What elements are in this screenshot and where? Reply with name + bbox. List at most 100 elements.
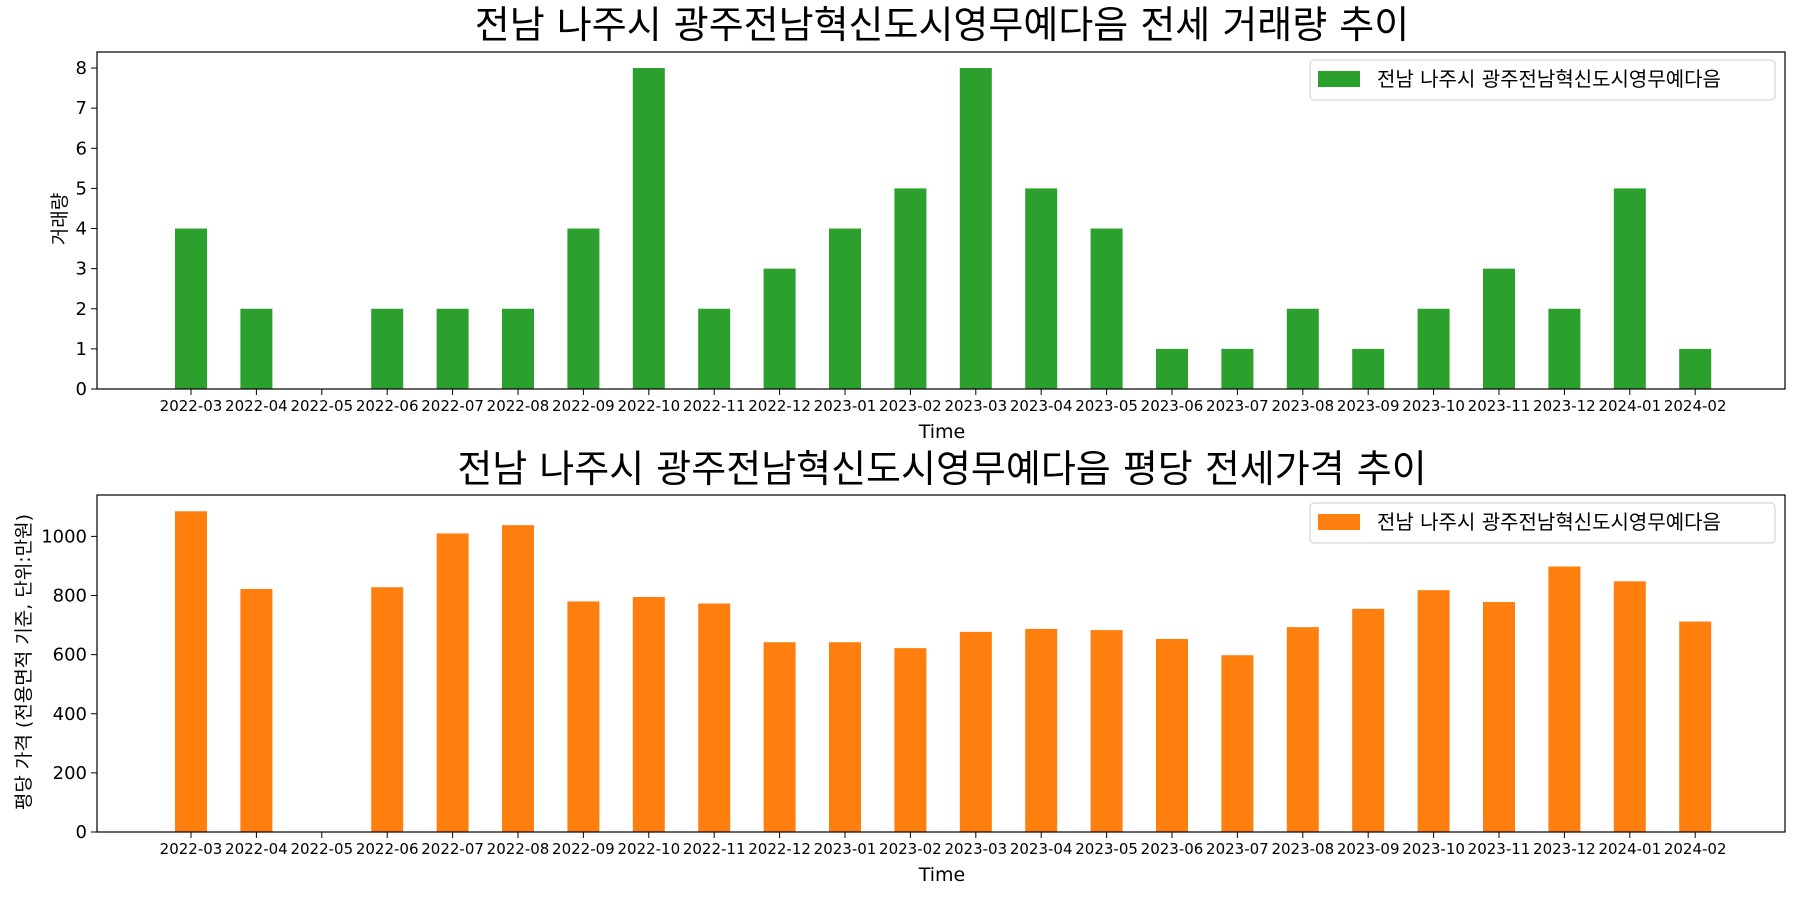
- volume-xtick-label: 2022-05: [290, 397, 353, 415]
- volume-bar: [1679, 348, 1712, 389]
- volume-xtick-label: 2023-11: [1468, 397, 1531, 415]
- price-ytick-label: 200: [53, 763, 87, 784]
- volume-ytick-label: 8: [76, 58, 87, 79]
- price-bar: [371, 587, 404, 832]
- volume-chart-legend: 전남 나주시 광주전남혁신도시영무예다음: [1309, 59, 1776, 101]
- price-ytick-label: 600: [53, 645, 87, 666]
- volume-ytick-label: 2: [76, 299, 87, 320]
- price-xtick-label: 2023-05: [1075, 840, 1138, 858]
- volume-bar: [567, 228, 600, 389]
- volume-bar: [175, 228, 207, 389]
- price-ytick-label: 800: [53, 586, 87, 607]
- price-xtick-label: 2023-07: [1206, 840, 1269, 858]
- price-bar: [567, 601, 600, 832]
- volume-ytick-label: 3: [76, 259, 87, 280]
- price-bar: [632, 596, 665, 832]
- price-bar: [1286, 627, 1319, 832]
- volume-axes-frame: [96, 51, 1786, 390]
- price-axes-frame: [96, 494, 1786, 833]
- volume-ytick-label: 4: [76, 219, 87, 240]
- volume-xtick-label: 2022-10: [617, 397, 680, 415]
- price-bar: [1221, 655, 1254, 832]
- volume-bar: [1483, 268, 1515, 389]
- price-bar: [436, 533, 469, 832]
- volume-xtick-label: 2022-04: [225, 397, 288, 415]
- price-bar: [1090, 630, 1123, 832]
- price-ytick-label: 400: [53, 704, 87, 725]
- volume-bar: [240, 308, 273, 389]
- price-xtick-label: 2022-05: [290, 840, 353, 858]
- price-xtick-label: 2023-03: [944, 840, 1007, 858]
- price-bar: [763, 642, 796, 832]
- price-bar: [894, 648, 927, 832]
- volume-bar: [698, 308, 731, 389]
- volume-xtick-label: 2023-03: [944, 397, 1007, 415]
- price-xtick-label: 2023-08: [1271, 840, 1334, 858]
- volume-chart-ylabel: 거래량: [49, 193, 71, 245]
- price-xtick-label: 2023-02: [879, 840, 942, 858]
- volume-xtick-label: 2023-02: [879, 397, 942, 415]
- price-xtick-label: 2023-06: [1141, 840, 1204, 858]
- volume-xtick-label: 2022-07: [421, 397, 484, 415]
- price-chart-title: 전남 나주시 광주전남혁신도시영무예다음 평당 전세가격 추이: [457, 447, 1426, 491]
- volume-xtick-label: 2022-08: [487, 397, 550, 415]
- volume-bar: [1352, 348, 1385, 389]
- price-bar: [1417, 590, 1450, 832]
- volume-bar: [1025, 188, 1058, 389]
- price-bar: [175, 511, 207, 832]
- volume-xtick-label: 2023-07: [1206, 397, 1269, 415]
- volume-bar: [371, 308, 404, 389]
- volume-chart-title: 전남 나주시 광주전남혁신도시영무예다음 전세 거래량 추이: [475, 3, 1409, 47]
- volume-ytick-label: 1: [76, 339, 87, 360]
- volume-xtick-label: 2023-09: [1337, 397, 1400, 415]
- price-xtick-label: 2023-11: [1468, 840, 1531, 858]
- price-legend-swatch: [1318, 514, 1360, 530]
- volume-bar: [502, 308, 534, 389]
- price-xtick-label: 2023-01: [814, 840, 877, 858]
- price-bar: [1548, 566, 1581, 832]
- volume-bar: [632, 68, 665, 390]
- price-xtick-label: 2022-04: [225, 840, 288, 858]
- volume-legend-frame: [1309, 59, 1776, 101]
- price-xtick-label: 2024-02: [1664, 840, 1727, 858]
- volume-xtick-label: 2022-03: [160, 397, 223, 415]
- volume-ytick-label: 5: [76, 178, 87, 199]
- price-ytick-label: 1000: [41, 526, 87, 547]
- price-xtick-label: 2022-07: [421, 840, 484, 858]
- volume-xtick-label: 2023-06: [1141, 397, 1204, 415]
- volume-bar: [763, 268, 796, 389]
- volume-bar: [1221, 348, 1254, 389]
- price-xtick-label: 2023-12: [1533, 840, 1596, 858]
- price-xtick-label: 2024-01: [1598, 840, 1661, 858]
- volume-xtick-label: 2022-12: [748, 397, 811, 415]
- price-bar: [1025, 628, 1058, 832]
- price-xtick-label: 2023-09: [1337, 840, 1400, 858]
- price-bar: [1352, 608, 1385, 832]
- price-bar: [1613, 581, 1646, 832]
- volume-legend-swatch: [1318, 71, 1360, 87]
- volume-xtick-label: 2023-12: [1533, 397, 1596, 415]
- volume-xtick-label: 2023-10: [1402, 397, 1465, 415]
- price-xtick-label: 2022-10: [617, 840, 680, 858]
- volume-xtick-label: 2023-08: [1271, 397, 1334, 415]
- price-legend-label: 전남 나주시 광주전남혁신도시영무예다음: [1377, 510, 1721, 534]
- volume-ytick-label: 7: [76, 98, 87, 119]
- volume-bar: [894, 188, 927, 389]
- volume-chart: 전남 나주시 광주전남혁신도시영무예다음 전세 거래량 추이 Time 거래량 …: [49, 3, 1786, 443]
- volume-xtick-label: 2022-09: [552, 397, 615, 415]
- price-xtick-label: 2022-09: [552, 840, 615, 858]
- price-bar: [1679, 621, 1712, 832]
- price-xtick-label: 2022-11: [683, 840, 746, 858]
- volume-xtick-label: 2023-01: [814, 397, 877, 415]
- price-xtick-label: 2022-12: [748, 840, 811, 858]
- volume-bar: [1286, 308, 1319, 389]
- price-chart-legend: 전남 나주시 광주전남혁신도시영무예다음: [1309, 502, 1776, 544]
- volume-bar: [959, 68, 992, 390]
- volume-bar: [829, 228, 861, 389]
- volume-xtick-label: 2023-05: [1075, 397, 1138, 415]
- price-chart-ylabel: 평당 가격 (전용면적 기준, 단위:만원): [13, 514, 35, 810]
- price-ytick-label: 0: [76, 822, 87, 843]
- volume-xtick-label: 2024-01: [1598, 397, 1661, 415]
